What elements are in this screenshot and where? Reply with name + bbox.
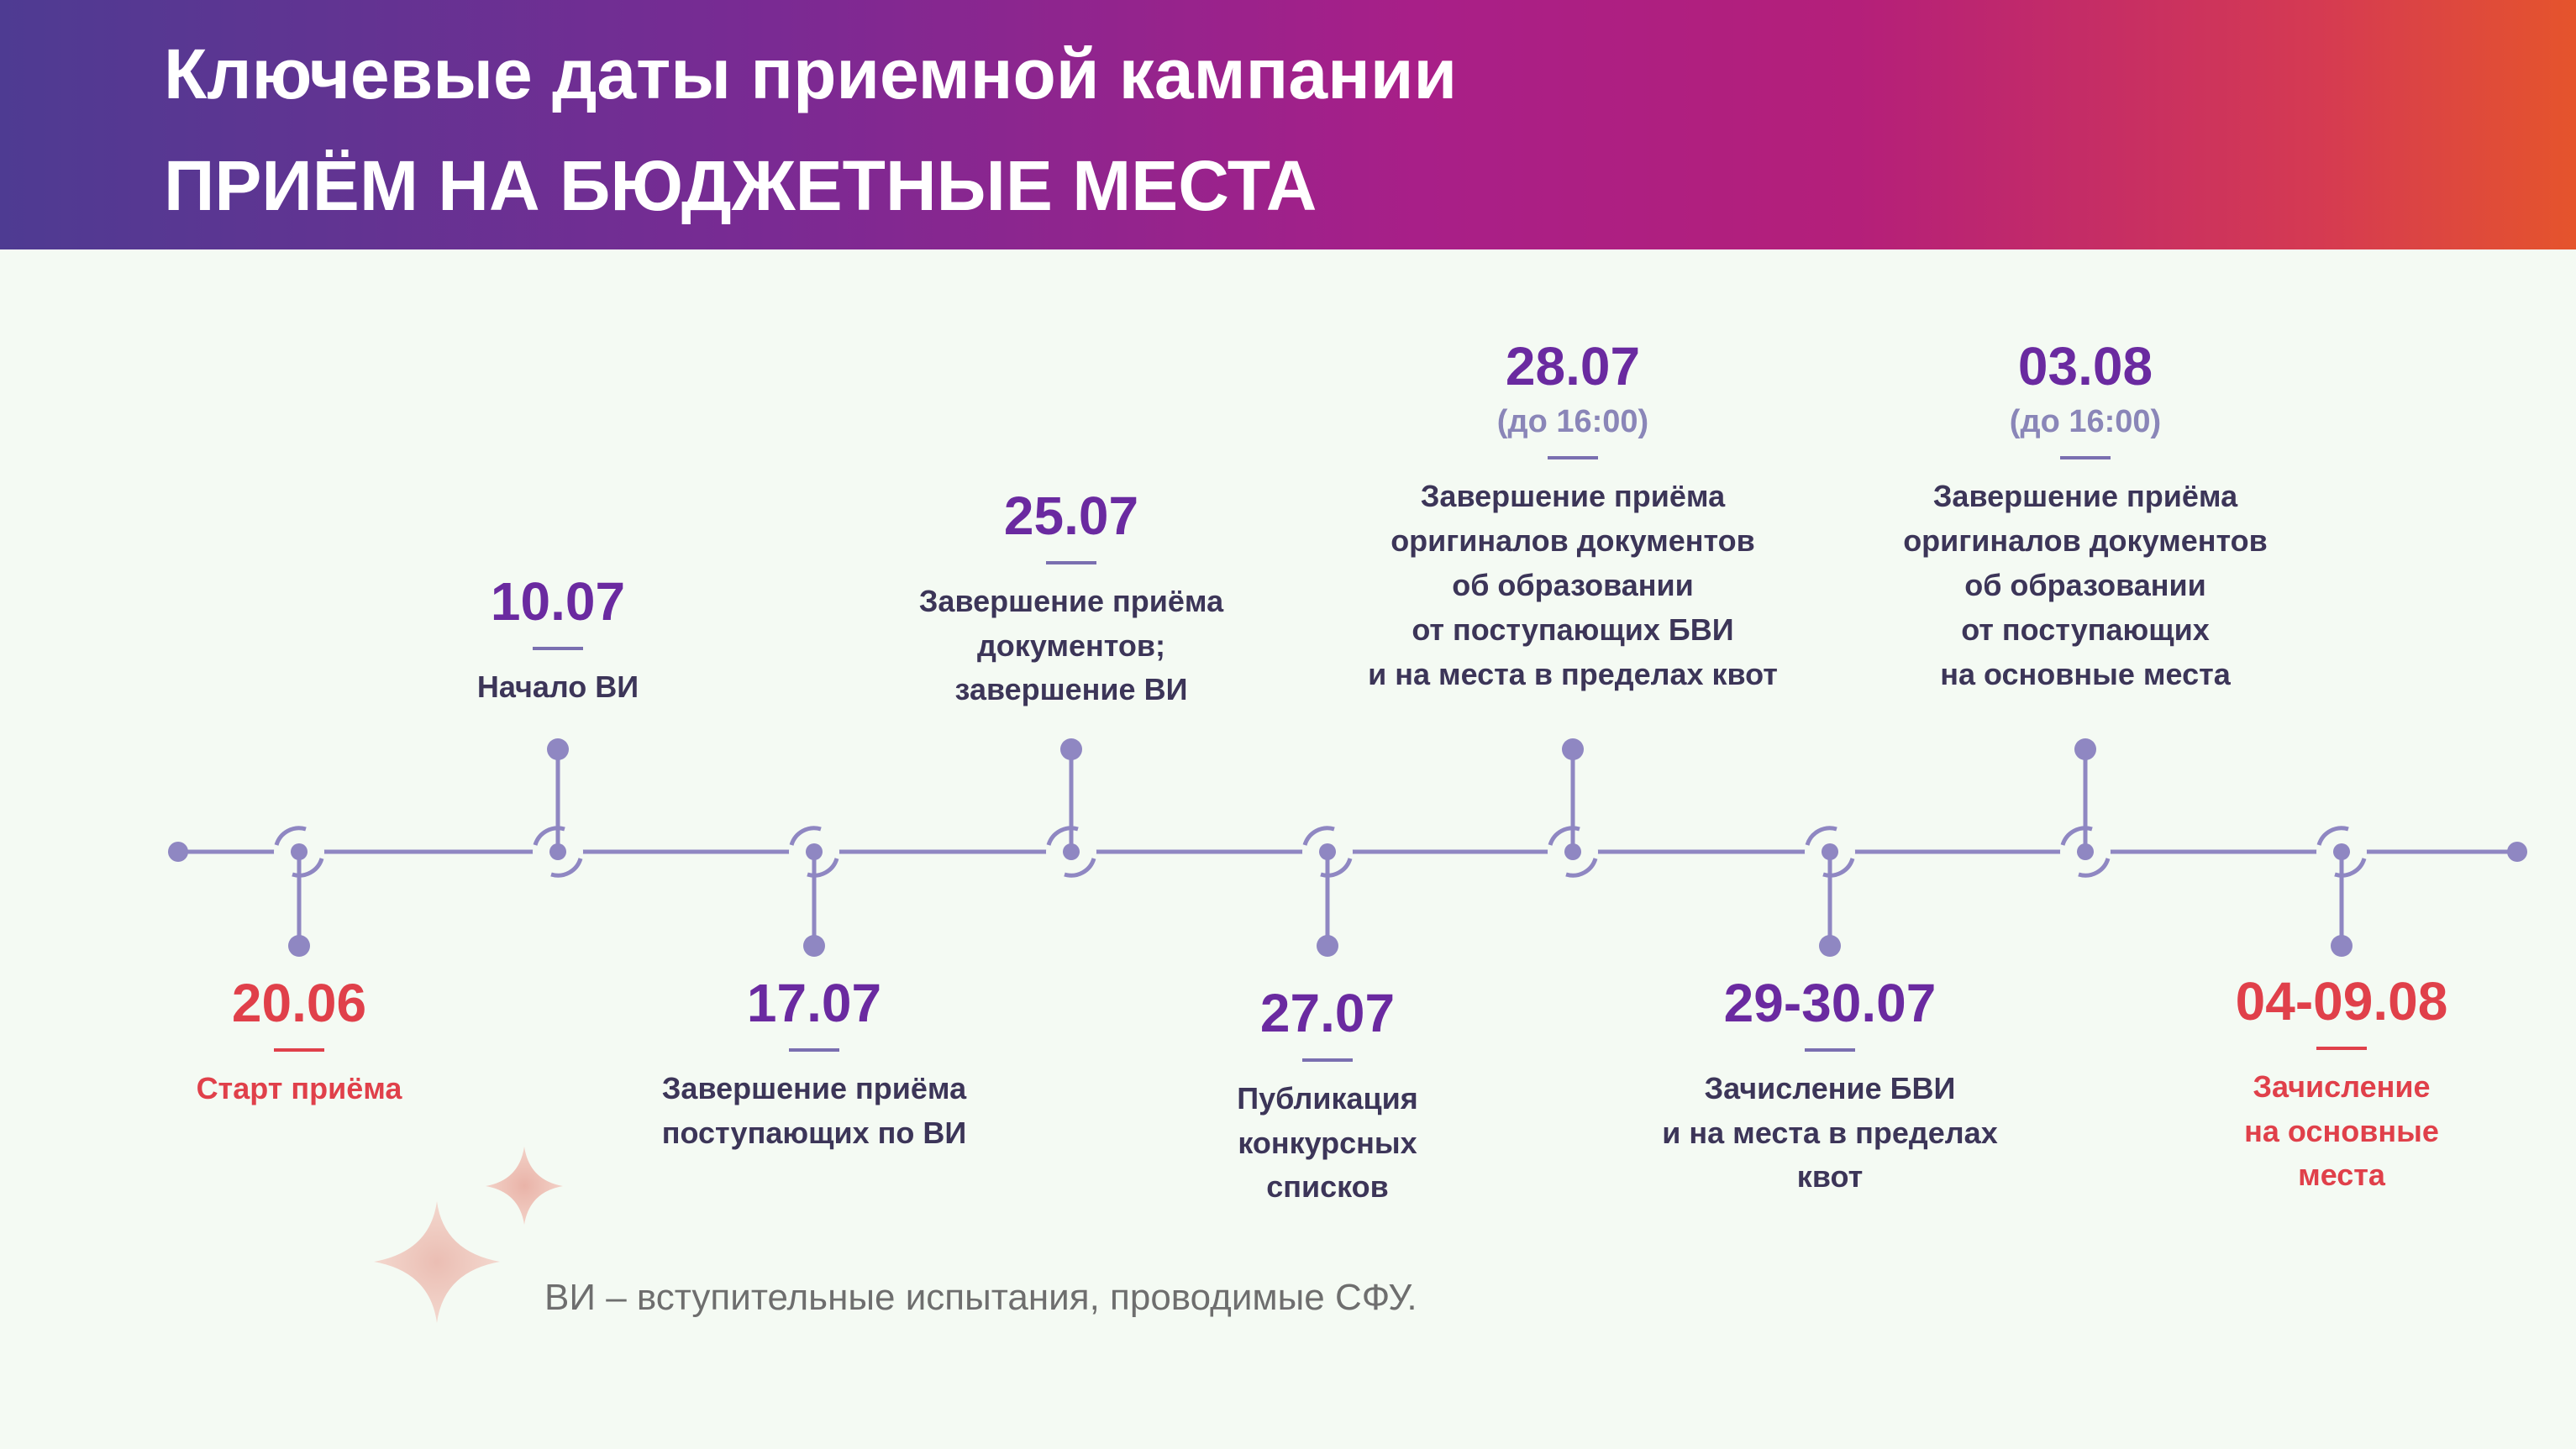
event-date: 10.07	[490, 571, 626, 632]
timeline-node	[2316, 826, 2367, 957]
timeline-end-dot	[2507, 842, 2527, 862]
event-divider	[1046, 560, 1096, 564]
event-divider	[2060, 455, 2111, 459]
timeline-event: 17.07 Завершение приёма поступающих по ВИ	[579, 973, 1049, 1155]
event-divider	[274, 1047, 324, 1052]
event-label: Публикация конкурсных списков	[1237, 1080, 1418, 1205]
event-label: Завершение приёма оригиналов документов …	[1368, 478, 1778, 691]
event-note: (до 16:00)	[2009, 403, 2162, 439]
event-label: Старт приёма	[196, 1070, 402, 1105]
event-date: 28.07	[1505, 336, 1641, 396]
event-date: 17.07	[746, 973, 882, 1033]
event-divider	[1302, 1058, 1353, 1062]
timeline-start-dot	[168, 842, 188, 862]
event-divider	[2316, 1046, 2367, 1050]
timeline-node	[1302, 826, 1353, 957]
event-date: 25.07	[1003, 486, 1139, 546]
event-label: Завершение приёма поступающих по ВИ	[661, 1070, 967, 1150]
event-divider	[533, 646, 583, 650]
timeline-node	[789, 826, 839, 957]
timeline-node	[2060, 738, 2111, 878]
event-label: Зачисление БВИ и на места в пределах кво…	[1662, 1070, 1998, 1194]
footnote: ВИ – вступительные испытания, проводимые…	[544, 1277, 1417, 1318]
timeline-event: 27.07 Публикация конкурсных списков	[1092, 983, 1563, 1210]
timeline-event: 29-30.07 Зачисление БВИ и на места в пред…	[1595, 973, 2065, 1200]
event-label: Начало ВИ	[476, 669, 639, 704]
event-note: (до 16:00)	[1496, 403, 1649, 439]
event-date: 29-30.07	[1723, 973, 1937, 1033]
event-divider	[1805, 1047, 1855, 1052]
timeline-node	[1805, 826, 1855, 957]
timeline-event: 04-09.08 Зачисление на основные места	[2106, 971, 2576, 1198]
page-subtitle: ПРИЁМ НА БЮДЖЕТНЫЕ МЕСТА	[164, 146, 1317, 225]
event-divider	[789, 1047, 839, 1052]
page-title: Ключевые даты приемной кампании	[164, 34, 1458, 113]
event-date: 20.06	[231, 973, 367, 1033]
event-label: Зачисление на основные места	[2244, 1068, 2439, 1193]
event-divider	[1548, 455, 1598, 459]
timeline-event: 20.06 Старт приёма	[64, 973, 534, 1111]
header-banner: Ключевые даты приемной кампании ПРИЁМ НА…	[0, 0, 2576, 249]
timeline-node	[274, 826, 324, 957]
event-date: 27.07	[1259, 983, 1396, 1043]
timeline-node	[533, 738, 583, 878]
timeline-event: 28.07 (до 16:00) Завершение приёма оригина…	[1338, 336, 1808, 697]
timeline-node	[1046, 738, 1096, 878]
event-date: 04-09.08	[2235, 971, 2448, 1032]
timeline-node	[1548, 738, 1598, 878]
event-label: Завершение приёма оригиналов документов …	[1903, 478, 2268, 691]
timeline-event: 03.08 (до 16:00) Завершение приёма оригина…	[1850, 336, 2321, 697]
timeline-event: 10.07 Начало ВИ	[323, 571, 793, 710]
timeline-event: 25.07 Завершение приёма документов; завер…	[836, 486, 1306, 712]
event-date: 03.08	[2017, 336, 2153, 396]
event-label: Завершение приёма документов; завершение…	[918, 583, 1224, 707]
